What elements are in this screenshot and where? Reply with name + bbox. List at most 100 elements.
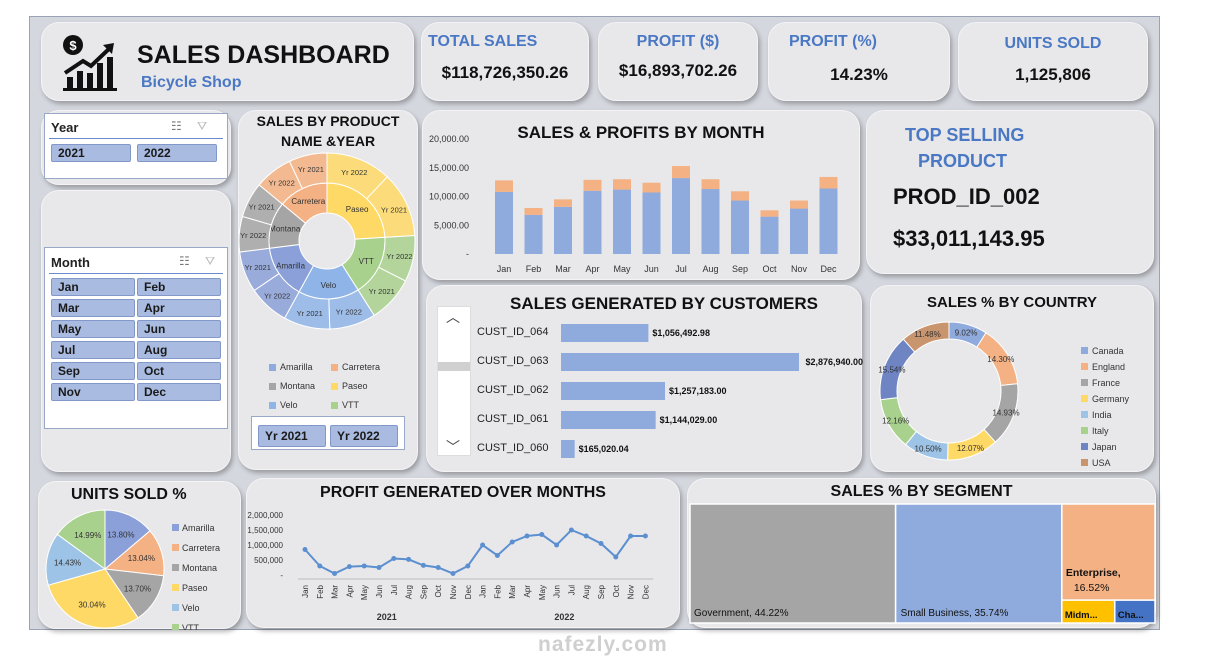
scroll-down-icon[interactable]: ﹀	[446, 439, 460, 455]
units-slice-label: 13.80%	[107, 531, 134, 540]
x-tick-label: Jun	[644, 264, 659, 274]
header-card: $ SALES DASHBOARD Bicycle Shop	[41, 22, 414, 101]
customer-bar	[561, 324, 649, 342]
sunburst-outer-label: Yr 2021	[245, 263, 271, 272]
x-tick-label: Apr	[523, 585, 532, 598]
clear-filter-icon[interactable]: ⛛	[205, 254, 216, 268]
x-tick-label: Feb	[316, 584, 325, 598]
profit-point	[406, 556, 412, 562]
month-button-oct[interactable]: Oct	[137, 362, 221, 380]
legend-swatch	[172, 524, 179, 531]
sunburst-card: SALES BY PRODUCT NAME &YEAR Paseo Yr 2022…	[238, 110, 418, 470]
sales-bar	[613, 189, 631, 254]
units-legend-label: Amarilla	[182, 523, 215, 533]
profit-point	[302, 547, 308, 552]
kpi-profit-percent: PROFIT (%) 14.23%	[768, 22, 950, 101]
month-button-apr[interactable]: Apr	[137, 299, 221, 317]
units-pie-slice	[47, 568, 139, 629]
profit-point	[642, 533, 648, 539]
slicer-divider	[49, 138, 223, 139]
chart-title: SALES & PROFITS BY MONTH	[517, 123, 765, 142]
profit-point	[391, 556, 397, 561]
month-button-jul[interactable]: Jul	[51, 341, 135, 359]
customer-bar	[561, 440, 575, 458]
x-tick-label: Jan	[497, 264, 512, 274]
legend-swatch	[172, 564, 179, 571]
legend-label: Paseo	[342, 381, 368, 391]
scroll-thumb[interactable]	[438, 362, 470, 371]
x-tick-label: Mar	[331, 585, 340, 599]
customer-bar	[561, 353, 799, 371]
customer-value-label: $1,144,029.00	[660, 415, 718, 425]
top-product-card: TOP SELLING PRODUCT PROD_ID_002 $33,011,…	[866, 110, 1154, 274]
month-button-dec[interactable]: Dec	[137, 383, 221, 401]
kpi-label: PROFIT ($)	[636, 33, 720, 50]
profit-point	[598, 541, 604, 546]
sunburst-title-line1: SALES BY PRODUCT	[256, 113, 400, 129]
kpi-label: UNITS SOLD	[1004, 35, 1102, 52]
segment-government	[689, 503, 897, 624]
chart-title: SALES % BY SEGMENT	[830, 483, 1013, 500]
profit-point	[376, 565, 382, 570]
month-button-jun[interactable]: Jun	[137, 320, 221, 338]
country-legend-label: USA	[1092, 458, 1111, 468]
customer-scrollbar[interactable]: ︿ ﹀	[437, 306, 471, 456]
dashboard-subtitle: Bicycle Shop	[141, 74, 242, 91]
clear-filter-icon[interactable]: ⛛	[197, 119, 208, 133]
chart-title: SALES % BY COUNTRY	[926, 294, 1098, 311]
segment-label: Enterprise,	[1066, 567, 1121, 579]
multi-select-icon[interactable]: ☷	[171, 119, 182, 133]
sunburst-outer-label: Yr 2022	[386, 252, 412, 261]
sales-bar	[790, 208, 808, 254]
top-product-value: $33,011,143.95	[893, 226, 1045, 251]
kpi-label: TOTAL SALES	[428, 33, 538, 50]
month-button-aug[interactable]: Aug	[137, 341, 221, 359]
month-button-nov[interactable]: Nov	[51, 383, 135, 401]
sunburst-inner-label: Paseo	[346, 205, 369, 214]
units-sold-card: UNITS SOLD % 13.80% 13.04% 13.70% 30.04% 14.…	[38, 481, 241, 630]
month-button-mar[interactable]: Mar	[51, 299, 135, 317]
month-button-jan[interactable]: Jan	[51, 278, 135, 296]
country-legend-label: France	[1092, 378, 1120, 388]
yr-2021-button[interactable]: Yr 2021	[258, 425, 326, 447]
sunburst-title-line2: NAME &YEAR	[280, 133, 376, 149]
sales-bar	[554, 206, 572, 254]
sunburst-outer-segment	[288, 152, 328, 190]
kpi-label: PROFIT (%)	[789, 33, 877, 50]
scroll-up-icon[interactable]: ︿	[446, 309, 460, 325]
x-tick-label: Jan	[479, 585, 488, 598]
product-year-slicer: Yr 2021 Yr 2022	[251, 416, 405, 450]
legend-paseo: Paseo	[331, 381, 368, 391]
multi-select-icon[interactable]: ☷	[179, 254, 190, 268]
x-tick-label: Jul	[567, 585, 576, 595]
top-product-title-2: PRODUCT	[918, 151, 1007, 171]
legend-swatch	[1081, 459, 1088, 466]
units-slice-label: 13.70%	[124, 585, 151, 594]
kpi-value: 14.23%	[830, 65, 888, 84]
sales-bar	[760, 216, 779, 254]
kpi-value: $16,893,702.26	[618, 61, 738, 80]
year-button-2022[interactable]: 2022	[137, 144, 217, 162]
year-button-2021[interactable]: 2021	[51, 144, 131, 162]
customer-value-label: $1,257,183.00	[669, 386, 727, 396]
customer-label: CUST_ID_064	[477, 326, 549, 338]
profit-point	[361, 563, 367, 569]
sales-bar	[642, 192, 661, 254]
country-slice-label: 11.48%	[914, 330, 941, 339]
yr-2022-button[interactable]: Yr 2022	[330, 425, 398, 447]
customer-label: CUST_ID_063	[477, 355, 549, 367]
segment-label: Cha...	[1118, 610, 1144, 621]
x-tick-label: Oct	[434, 584, 443, 597]
x-tick-label: Feb	[526, 264, 542, 274]
month-button-may[interactable]: May	[51, 320, 135, 338]
profit-bar	[495, 180, 513, 192]
sales-bar	[701, 189, 720, 254]
units-pie-slice	[45, 533, 107, 586]
x-tick-label: May	[538, 585, 547, 600]
sunburst-inner-label: Amarilla	[276, 262, 305, 271]
legend-velo: Velo	[269, 400, 298, 410]
customer-value-label: $165,020.04	[579, 444, 629, 454]
month-button-feb[interactable]: Feb	[137, 278, 221, 296]
profit-bar	[731, 191, 749, 201]
month-button-sep[interactable]: Sep	[51, 362, 135, 380]
